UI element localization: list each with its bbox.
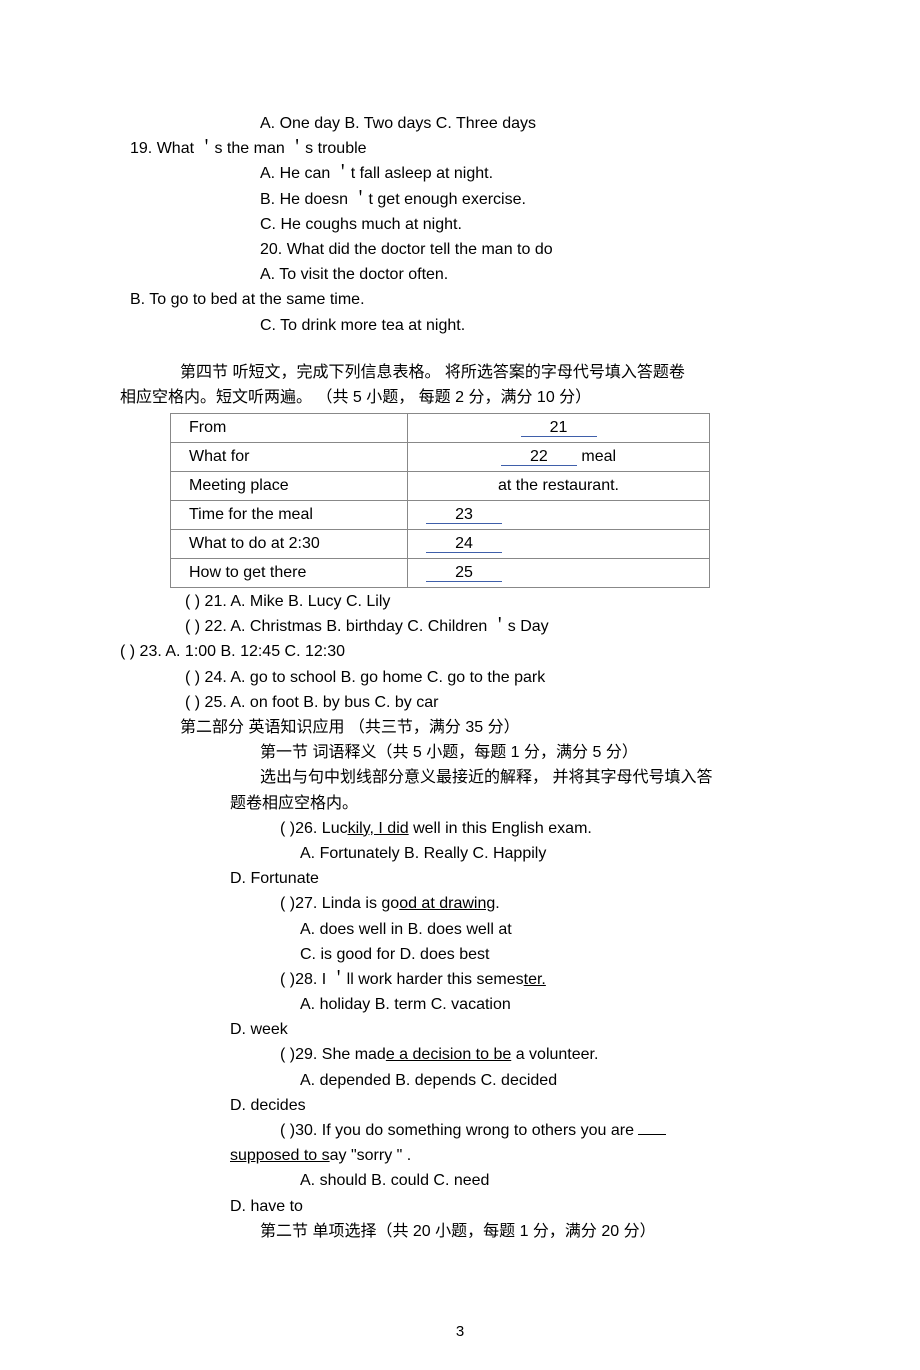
section4-heading-l2: 相应空格内。短文听两遍。 （共 5 小题， 每题 2 分，满分 10 分） [120, 386, 800, 409]
q28-stem: ( )28. I ＇ll work harder this semester. [120, 968, 800, 991]
q30-stem-l1: ( )30. If you do something wrong to othe… [120, 1119, 800, 1142]
table-cell-value: at the restaurant. [408, 472, 710, 501]
q19-option-a: A. He can ＇t fall asleep at night. [120, 162, 800, 185]
blank-fill: 23 [426, 507, 502, 524]
q22: ( ) 22. A. Christmas B. birthday C. Chil… [120, 615, 800, 638]
q27-stem: ( )27. Linda is good at drawing. [120, 892, 800, 915]
q30-l1-text: ( )30. If you do something wrong to othe… [280, 1122, 638, 1139]
q20-option-a: A. To visit the doctor often. [120, 263, 800, 286]
q26-suffix: well in this English exam. [409, 820, 592, 837]
q18-options: A. One day B. Two days C. Three days [120, 112, 800, 135]
table-row: What to do at 2:30 24 [171, 530, 710, 559]
blank-short [638, 1134, 666, 1135]
q20-option-b: B. To go to bed at the same time. [120, 288, 800, 311]
q29-opts-l1: A. depended B. depends C. decided [120, 1069, 800, 1092]
part2-sec2: 第二节 单项选择（共 20 小题，每题 1 分，满分 20 分） [120, 1220, 800, 1243]
q29-underline: e a decision to be [386, 1046, 511, 1063]
q29-suffix: a volunteer. [511, 1046, 598, 1063]
table-cell-label: From [171, 414, 408, 443]
q28-prefix: ( )28. I ＇ll work harder this semes [280, 971, 524, 988]
q26-prefix: ( )26. Luc [280, 820, 348, 837]
q24: ( ) 24. A. go to school B. go home C. go… [120, 666, 800, 689]
blank-fill: 25 [426, 565, 502, 582]
q30-opts-l2: D. have to [120, 1195, 800, 1218]
q27-underline: od at drawing [399, 895, 495, 912]
q20-stem: 20. What did the doctor tell the man to … [120, 238, 800, 261]
table-cell-label: What to do at 2:30 [171, 530, 408, 559]
exam-page: A. One day B. Two days C. Three days 19.… [0, 0, 920, 1370]
q26-underline: kily, I did [348, 820, 409, 837]
q27-suffix: . [495, 895, 499, 912]
q27-opts-l1: A. does well in B. does well at [120, 918, 800, 941]
table-cell-value: 21 [408, 414, 710, 443]
q26-stem: ( )26. Luckily, I did well in this Engli… [120, 817, 800, 840]
q29-prefix: ( )29. She mad [280, 1046, 386, 1063]
part2-heading: 第二部分 英语知识应用 （共三节，满分 35 分） [120, 716, 800, 739]
info-table: From 21 What for 22 meal Meeting place a… [170, 413, 710, 588]
table-cell-value: 24 [408, 530, 710, 559]
table-cell-label: Meeting place [171, 472, 408, 501]
q28-underline: ter. [524, 971, 546, 988]
q21: ( ) 21. A. Mike B. Lucy C. Lily [120, 590, 800, 613]
q26-opts-l2: D. Fortunate [120, 867, 800, 890]
blank-fill: 22 [501, 449, 577, 466]
q30-l2-suffix: ay "sorry " . [330, 1147, 412, 1164]
q30-opts-l1: A. should B. could C. need [120, 1169, 800, 1192]
q26-opts-l1: A. Fortunately B. Really C. Happily [120, 842, 800, 865]
q19-option-b: B. He doesn ＇t get enough exercise. [120, 188, 800, 211]
part2-sec1-l3: 题卷相应空格内。 [120, 792, 800, 815]
table-cell-value: 23 [408, 501, 710, 530]
table-row: What for 22 meal [171, 443, 710, 472]
q19-stem: 19. What ＇s the man ＇s trouble [120, 137, 800, 160]
q27-prefix: ( )27. Linda is go [280, 895, 399, 912]
q19-option-c: C. He coughs much at night. [120, 213, 800, 236]
table-row: Meeting place at the restaurant. [171, 472, 710, 501]
q27-opts-l2: C. is good for D. does best [120, 943, 800, 966]
q28-opts-l1: A. holiday B. term C. vacation [120, 993, 800, 1016]
table-cell-label: Time for the meal [171, 501, 408, 530]
table-cell-label: How to get there [171, 559, 408, 588]
section4-heading-l1: 第四节 听短文，完成下列信息表格。 将所选答案的字母代号填入答题卷 [120, 361, 800, 384]
page-number: 3 [0, 1323, 920, 1340]
table-cell-value: 22 meal [408, 443, 710, 472]
q30-stem-l2: supposed to say "sorry " . [120, 1144, 800, 1167]
blank-fill: 24 [426, 536, 502, 553]
q30-underline: supposed to s [230, 1147, 330, 1164]
q29-opts-l2: D. decides [120, 1094, 800, 1117]
q25: ( ) 25. A. on foot B. by bus C. by car [120, 691, 800, 714]
q28-opts-l2: D. week [120, 1018, 800, 1041]
table-row: Time for the meal 23 [171, 501, 710, 530]
blank-fill: 21 [521, 420, 597, 437]
table-cell-label: What for [171, 443, 408, 472]
q20-option-c: C. To drink more tea at night. [120, 314, 800, 337]
table-cell-suffix: meal [577, 448, 616, 465]
table-cell-value: 25 [408, 559, 710, 588]
part2-sec1-l1: 第一节 词语释义（共 5 小题，每题 1 分，满分 5 分） [120, 741, 800, 764]
q29-stem: ( )29. She made a decision to be a volun… [120, 1043, 800, 1066]
table-row: From 21 [171, 414, 710, 443]
table-row: How to get there 25 [171, 559, 710, 588]
part2-sec1-l2: 选出与句中划线部分意义最接近的解释， 并将其字母代号填入答 [120, 766, 800, 789]
q23: ( ) 23. A. 1:00 B. 12:45 C. 12:30 [120, 640, 800, 663]
